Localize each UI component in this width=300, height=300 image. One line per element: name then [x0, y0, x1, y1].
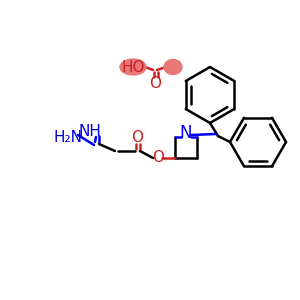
- Text: N: N: [180, 124, 192, 142]
- Ellipse shape: [120, 59, 146, 75]
- Text: H₂N: H₂N: [53, 130, 82, 145]
- Text: NH: NH: [79, 124, 101, 140]
- Text: O: O: [152, 151, 164, 166]
- Ellipse shape: [164, 59, 182, 74]
- Text: HO: HO: [121, 59, 145, 74]
- Text: O: O: [149, 76, 161, 91]
- Text: O: O: [131, 130, 143, 146]
